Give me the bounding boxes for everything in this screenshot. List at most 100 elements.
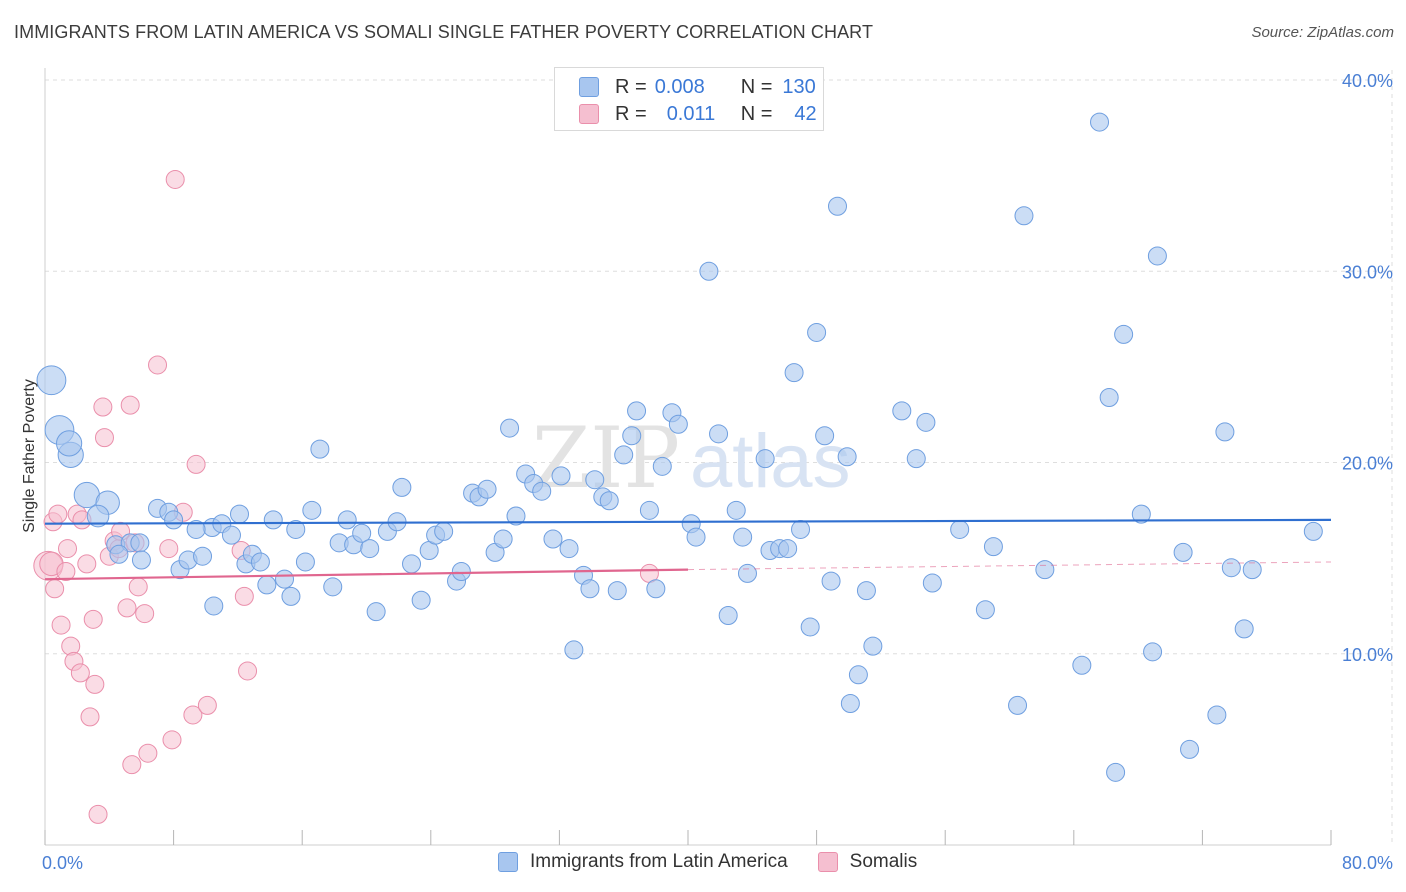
latin-america-point (506, 506, 526, 526)
latin-america-point (791, 519, 811, 539)
latin-america-point (109, 544, 129, 564)
latin-america-point (221, 525, 241, 545)
somalis-point (48, 504, 68, 524)
n-label: N = (740, 102, 773, 125)
n-value: 42 (794, 102, 817, 125)
somalis-point (94, 428, 114, 448)
latin-america-point (639, 500, 659, 520)
latin-america-point (551, 466, 571, 486)
latin-america-point (543, 529, 563, 549)
latin-america-point (1143, 642, 1163, 662)
latin-america-point (86, 504, 110, 528)
somalis-point (83, 609, 103, 629)
tick-labels: 10.0% 20.0% 30.0% 40.0% 0.0% 80.0% (42, 71, 1393, 873)
latin-america-point (559, 539, 579, 559)
somalis-point (85, 674, 105, 694)
latin-america-point (1090, 112, 1110, 132)
latin-america-point (451, 562, 471, 582)
latin-america-point (800, 617, 820, 637)
latin-america-point (1014, 206, 1034, 226)
latin-america-point (755, 449, 775, 469)
somalis-point (165, 169, 185, 189)
somalis-point (138, 743, 158, 763)
latin-america-point (699, 261, 719, 281)
latin-america-point (950, 519, 970, 539)
latin-america-point (863, 636, 883, 656)
latin-america-point (827, 196, 847, 216)
latin-america-point (892, 401, 912, 421)
latin-america-point (1072, 655, 1092, 675)
r-value: 0.008 (654, 75, 705, 98)
x-tick-label-min: 0.0% (42, 853, 83, 873)
latin-america-point (275, 569, 295, 589)
r-label: R = (615, 75, 647, 98)
latin-america-point (1131, 504, 1151, 524)
somalis-trend-extension (687, 561, 1332, 571)
latin-america-point (411, 590, 431, 610)
latin-america-point (821, 571, 841, 591)
latin-america-point (856, 581, 876, 601)
somalis-point (45, 579, 65, 599)
latin-america-trend-line (44, 518, 1332, 525)
latin-america-point (1035, 560, 1055, 580)
latin-america-point (1303, 521, 1323, 541)
y-tick-label: 30.0% (1342, 262, 1393, 282)
latin-america-point (733, 527, 753, 547)
latin-america-point (337, 510, 357, 530)
somalis-points (33, 169, 659, 824)
pink-swatch (579, 104, 599, 124)
somalis-point (56, 562, 76, 582)
latin-america-point (975, 600, 995, 620)
somalis-point (162, 730, 182, 750)
latin-america-point (250, 552, 270, 572)
latin-america-point (906, 449, 926, 469)
blue-swatch (498, 852, 518, 872)
somalis-point (186, 454, 206, 474)
somalis-point (122, 755, 142, 775)
latin-america-point (1008, 695, 1028, 715)
latin-america-point (916, 412, 936, 432)
somalis-point (183, 705, 203, 725)
somalis-point (135, 604, 155, 624)
latin-america-point (302, 500, 322, 520)
series-legend: Immigrants from Latin America Somalis (498, 851, 947, 873)
latin-america-point (193, 546, 213, 566)
latin-america-point (580, 579, 600, 599)
latin-america-point (402, 554, 422, 574)
source-credit: Source: ZipAtlas.com (1251, 24, 1394, 41)
somalis-point (61, 636, 81, 656)
latin-america-point (493, 529, 513, 549)
latin-america-points (36, 112, 1323, 782)
axes (44, 68, 1332, 846)
y-tick-label: 10.0% (1342, 645, 1393, 665)
somalis-point (238, 661, 258, 681)
somalis-point (80, 707, 100, 727)
latin-america-point (837, 447, 857, 467)
y-axis-label: Single Father Poverty (21, 379, 38, 533)
somalis-point (120, 395, 140, 415)
latin-america-point (646, 579, 666, 599)
legend-label: Somalis (849, 851, 918, 872)
somalis-point (77, 554, 97, 574)
latin-america-point (1106, 762, 1126, 782)
somalis-point (117, 598, 137, 618)
latin-america-point (36, 365, 67, 396)
latin-america-point (204, 596, 224, 616)
latin-america-point (815, 426, 835, 446)
legend-item-somalis: Somalis (817, 851, 918, 873)
latin-america-point (585, 470, 605, 490)
x-tick-label-max: 80.0% (1342, 853, 1393, 873)
somalis-point (197, 695, 217, 715)
latin-america-point (627, 401, 647, 421)
latin-america-point (360, 539, 380, 559)
latin-america-point (130, 533, 150, 553)
legend-row-latin-america: R = 0.008 N = 130 (579, 74, 816, 100)
somalis-point (70, 663, 90, 683)
latin-america-point (1221, 558, 1241, 578)
trend-lines (44, 518, 1332, 581)
latin-america-point (257, 575, 277, 595)
latin-america-point (709, 424, 729, 444)
latin-america-point (532, 481, 552, 501)
latin-america-point (1180, 739, 1200, 759)
